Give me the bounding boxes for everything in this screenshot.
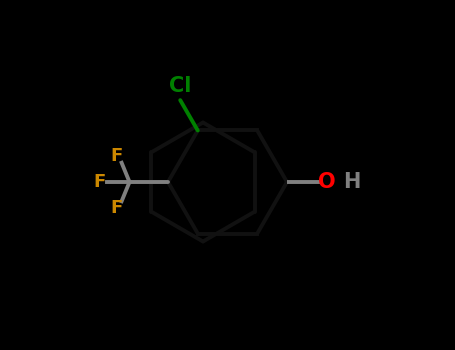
Text: F: F [94, 173, 106, 191]
Text: Cl: Cl [169, 76, 192, 96]
Text: O: O [318, 172, 336, 192]
Text: F: F [110, 147, 122, 165]
Text: H: H [343, 172, 360, 192]
Text: F: F [110, 199, 122, 217]
